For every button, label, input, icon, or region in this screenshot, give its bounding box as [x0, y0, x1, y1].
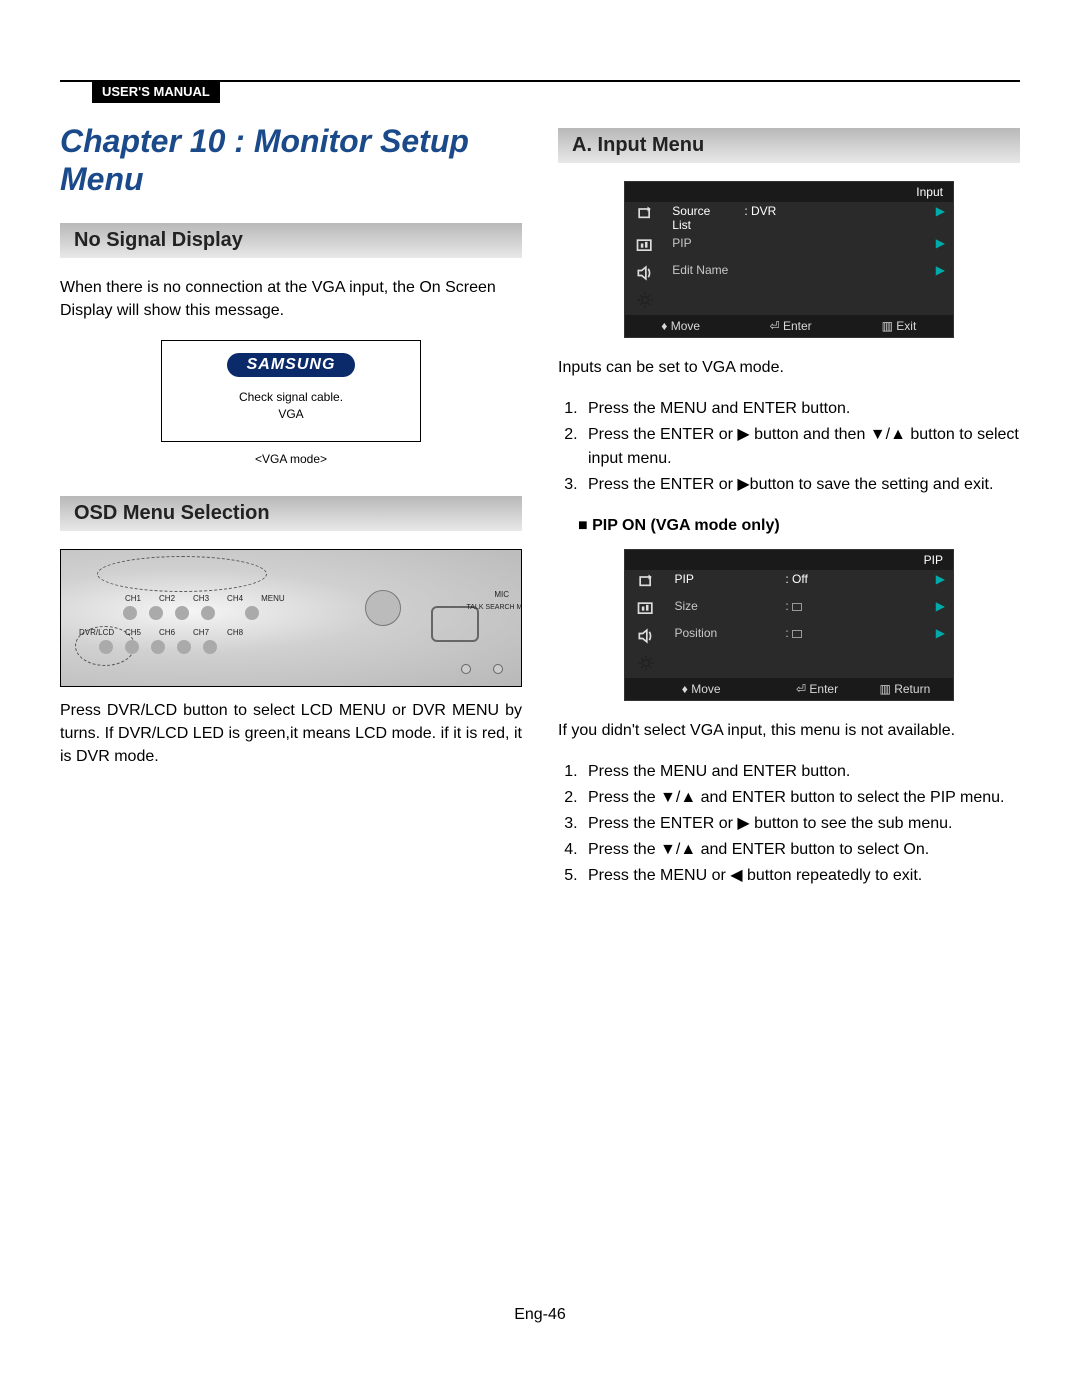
osd-pip-menu: PIP PIP : Off ▶ Size : ▶ Position : ▶ [624, 549, 954, 701]
check-cable-msg: Check signal cable. VGA [162, 389, 420, 423]
arrow-right-icon: ▶ [936, 263, 945, 277]
sound-icon [634, 263, 656, 283]
arrow-right-icon: ▶ [936, 626, 945, 640]
no-signal-display-box: SAMSUNG Check signal cable. VGA [161, 340, 421, 442]
header-rule: USER'S MANUAL [60, 80, 1020, 82]
arrow-right-icon: ▶ [936, 204, 945, 218]
size-val: : [785, 599, 788, 613]
ch2-label: CH2 [159, 594, 175, 603]
picture-icon [634, 236, 656, 256]
picture-icon [635, 599, 657, 619]
ch5-label: CH5 [125, 628, 141, 637]
input-step-3: Press the ENTER or ▶button to save the s… [582, 473, 1020, 497]
right-column: A. Input Menu Input Source List : DVR ▶ … [558, 122, 1020, 908]
ch6-label: CH6 [159, 628, 175, 637]
input-step-1: Press the MENU and ENTER button. [582, 397, 1020, 421]
ch3-label: CH3 [193, 594, 209, 603]
msg-line2: VGA [278, 407, 303, 421]
osd-input-title: Input [625, 182, 954, 203]
arrow-right-icon: ▶ [936, 236, 945, 250]
section-input-menu-title: A. Input Menu [558, 128, 1020, 163]
osd-pip-title: PIP [625, 550, 954, 571]
size-label: Size [667, 597, 778, 624]
mic-label: MIC [494, 590, 509, 599]
jog-dial-icon [365, 590, 401, 626]
move-label: Move [691, 682, 720, 696]
arrow-right-icon: ▶ [936, 599, 945, 613]
pip-row-val: : Off [777, 570, 856, 597]
pip-step-3: Press the ENTER or ▶ button to see the s… [582, 812, 1020, 836]
input-menu-desc: Inputs can be set to VGA mode. [558, 356, 1020, 379]
enter-label: Enter [783, 319, 812, 333]
arrow-right-icon: ▶ [936, 572, 945, 586]
talk-label: TALK SEARCH M.S [467, 604, 523, 611]
edit-name-label: Edit Name [664, 261, 736, 288]
pip-steps: Press the MENU and ENTER button. Press t… [558, 760, 1020, 888]
samsung-logo: SAMSUNG [227, 353, 356, 377]
pip-step-1: Press the MENU and ENTER button. [582, 760, 1020, 784]
input-step-2: Press the ENTER or ▶ button and then ▼/▲… [582, 423, 1020, 471]
msg-line1: Check signal cable. [239, 390, 343, 404]
ch1-label: CH1 [125, 594, 141, 603]
section-no-signal-title: No Signal Display [60, 223, 522, 258]
menu-label: MENU [261, 594, 285, 603]
page-number: Eng-46 [0, 1306, 1080, 1324]
ch8-label: CH8 [227, 628, 243, 637]
input-source-icon [634, 204, 656, 224]
pip-on-title: PIP ON (VGA mode only) [578, 517, 1020, 535]
return-label: Return [894, 682, 930, 696]
sound-icon [635, 626, 657, 646]
position-val: : [785, 626, 788, 640]
ch7-label: CH7 [193, 628, 209, 637]
move-label: Move [671, 319, 700, 333]
front-panel-illustration: CH1 CH2 CH3 CH4 MENU DVR/LCD CH5 CH6 CH7… [60, 549, 522, 687]
no-signal-desc: When there is no connection at the VGA i… [60, 276, 522, 322]
pip-label: PIP [664, 234, 736, 261]
enter-label: Enter [809, 682, 838, 696]
header-tab: USER'S MANUAL [92, 80, 220, 103]
source-list-label: Source List [664, 202, 736, 234]
setup-gear-icon [635, 653, 657, 673]
osd-sel-desc: Press DVR/LCD button to select LCD MENU … [60, 699, 522, 769]
input-menu-steps: Press the MENU and ENTER button. Press t… [558, 397, 1020, 497]
pip-row-label: PIP [667, 570, 778, 597]
setup-gear-icon [634, 290, 656, 310]
pip-step-4: Press the ▼/▲ and ENTER button to select… [582, 838, 1020, 862]
ch4-label: CH4 [227, 594, 243, 603]
chapter-title: Chapter 10 : Monitor Setup Menu [60, 122, 522, 199]
exit-label: Exit [896, 319, 916, 333]
osd-input-menu: Input Source List : DVR ▶ PIP ▶ Edit Nam… [624, 181, 954, 338]
source-list-val: : DVR [736, 202, 845, 234]
pip-step-2: Press the ▼/▲ and ENTER button to select… [582, 786, 1020, 810]
vga-mode-caption: <VGA mode> [60, 452, 522, 466]
section-osd-title: OSD Menu Selection [60, 496, 522, 531]
pip-desc: If you didn't select VGA input, this men… [558, 719, 1020, 742]
input-source-icon [635, 572, 657, 592]
display-icon [431, 606, 479, 642]
pip-step-5: Press the MENU or ◀ button repeatedly to… [582, 864, 1020, 888]
left-column: Chapter 10 : Monitor Setup Menu No Signa… [60, 122, 522, 908]
dvrlcd-label: DVR/LCD [79, 628, 114, 637]
position-label: Position [667, 624, 778, 651]
